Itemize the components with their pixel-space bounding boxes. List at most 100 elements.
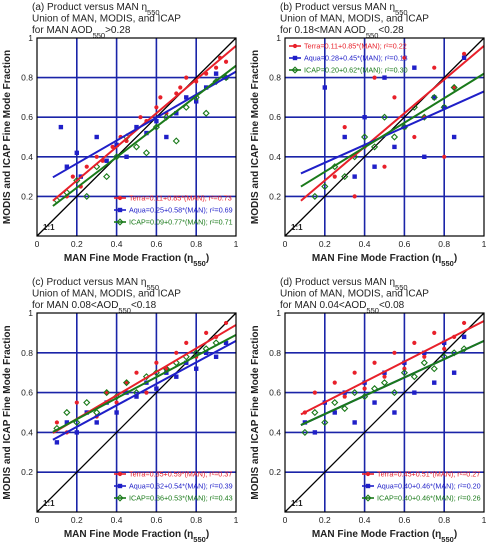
one-to-one-line [36,312,237,513]
x-tick-label: 0.2 [71,515,83,525]
icap-legend-label: ICAP=0.36+0.53*(MAN); r²=0.43 [129,494,233,503]
y-tick-label: 1 [28,308,33,318]
aqua-point [58,124,64,130]
panel-title-line: (b) Product versus MAN η550 [280,2,408,17]
terra-point [94,154,99,159]
terra-point [114,400,119,405]
aqua-point [402,360,407,365]
icap-point [301,428,309,436]
y-tick-label: 0.2 [269,191,281,201]
one-to-one-label: 1:1 [43,223,55,232]
aqua-point [203,350,209,355]
icap-point [172,137,180,145]
icap-point [122,379,131,387]
aqua-legend-label: Aqua=0.28+0.45*(MAN); r²=0.13 [304,54,408,63]
y-tick-label: 0.6 [269,112,281,122]
terra-legend-marker [365,471,371,477]
terra-legend-marker [292,43,298,49]
terra-point [184,75,189,80]
terra-point [422,354,427,359]
aqua-point [392,410,397,415]
terra-point [332,380,337,385]
aqua-point [74,150,79,156]
x-tick-label: 0.2 [319,515,331,525]
aqua-point [174,111,179,116]
aqua-point [422,350,427,355]
aqua-point [54,440,60,445]
aqua-point [64,420,70,425]
x-tick-label: 0.2 [319,239,331,249]
x-tick-label: 0.4 [111,515,123,525]
aqua-point [442,340,447,346]
x-tick-label: 1 [482,515,487,525]
terra-point [402,366,407,371]
terra-point [442,154,447,159]
aqua-point [412,390,417,395]
y-tick-label: 0.4 [21,427,33,437]
icap-point [370,143,379,151]
x-tick-label: 0.4 [359,239,371,249]
aqua-point [154,386,159,391]
icap-point [410,373,418,381]
one-to-one-line [284,312,485,513]
icap-point [331,398,339,407]
terra-fit-line [300,45,485,202]
x-tick-label: 0.8 [438,515,450,525]
x-tick-label: 0.2 [71,239,83,249]
terra-point [223,59,229,64]
terra-point [174,350,179,355]
aqua-point [194,366,199,371]
terra-point [352,194,357,199]
terra-fit-line [300,320,485,416]
aqua-point [352,420,357,425]
x-tick-label: 1 [234,515,239,525]
x-axis-label: MAN Fine Mode Fraction (η550) [64,529,209,544]
icap-legend-marker [116,218,124,226]
icap-point [132,143,141,151]
x-tick-label: 0.4 [359,515,371,525]
y-tick-label: 0.6 [21,112,33,122]
aqua-point [64,164,70,169]
terra-point [392,350,397,355]
y-tick-label: 0.6 [21,388,33,398]
icap-point [390,133,399,141]
icap-point [103,389,111,397]
aqua-point [154,118,159,124]
panel-title-line: (d) Product versus MAN η550 [280,277,408,292]
one-to-one-line [36,37,237,237]
aqua-point [74,430,79,435]
x-tick-label: 0 [35,515,40,525]
terra-legend-label: Terra=0.35+0.59*(MAN); r²=0.37 [129,470,232,479]
y-axis-label: MODIS and ICAP Fine Mode Fraction [2,50,13,224]
terra-point [84,164,89,169]
x-tick-label: 0.6 [150,239,162,249]
terra-legend-label: Terra=0.45+0.51*(MAN); r²=0.27 [377,470,480,479]
icap-fit-line [300,72,485,188]
terra-point [154,360,159,365]
aqua-point [342,134,347,140]
y-tick-label: 0.8 [21,348,33,358]
x-tick-label: 1 [234,239,239,249]
aqua-legend-marker [117,207,123,213]
icap-legend-label: ICAP=0.09+0.77*(MAN); r²=0.71 [129,218,233,227]
aqua-point [213,71,219,76]
aqua-point [412,65,417,70]
icap-point [341,404,349,413]
aqua-point [442,105,447,110]
terra-point [402,55,407,60]
aqua-point [114,142,119,148]
aqua-point [352,174,357,179]
aqua-point [134,124,139,130]
aqua-point [451,370,457,375]
terra-point [184,340,189,345]
terra-point [178,85,183,90]
icap-point [380,113,389,121]
terra-point [442,346,447,351]
x-tick-label: 0.8 [190,239,202,249]
aqua-point [104,158,109,163]
terra-point [392,95,397,100]
terra-point [382,374,387,379]
icap-point [361,133,369,141]
y-axis-label: MODIS and ICAP Fine Mode Fraction [250,50,261,224]
one-to-one-label: 1:1 [291,499,303,508]
